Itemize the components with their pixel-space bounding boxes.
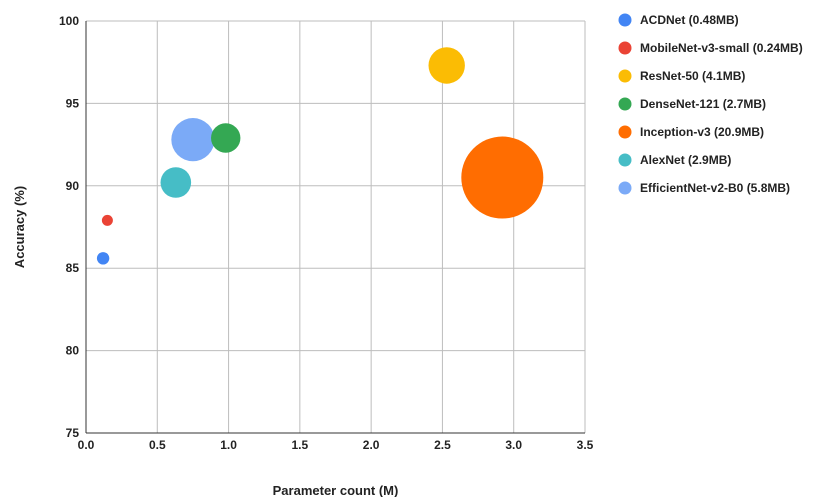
legend-label: DenseNet-121 (2.7MB) (640, 97, 766, 111)
legend: ACDNet (0.48MB) MobileNet-v3-small (0.24M… (618, 13, 803, 195)
bubble-point (461, 136, 544, 219)
tick-labels: 0.0 0.5 1.0 1.5 2.0 2.5 3.0 3.5 75 80 85 90 95 100 (59, 14, 594, 452)
legend-marker (618, 13, 632, 27)
grid-lines (86, 20, 586, 433)
bubble-point (160, 167, 192, 198)
axis-titles: Parameter count (M) Accuracy (%) (12, 186, 399, 498)
x-tick-label: 2.5 (434, 438, 451, 452)
legend-label: AlexNet (2.9MB) (640, 153, 731, 167)
legend-marker (618, 69, 632, 83)
bubble-point (96, 252, 110, 265)
legend-label: MobileNet-v3-small (0.24MB) (640, 41, 803, 55)
bubble-point (171, 118, 215, 162)
axes (85, 21, 585, 434)
y-tick-label: 100 (59, 14, 79, 28)
legend-marker (618, 181, 632, 195)
y-tick-label: 90 (66, 179, 80, 193)
bubbles (96, 47, 544, 265)
legend-marker (618, 97, 632, 111)
x-tick-label: 1.0 (220, 438, 237, 452)
bubble-point (101, 214, 113, 226)
x-tick-label: 3.0 (505, 438, 522, 452)
legend-marker (618, 125, 632, 139)
legend-label: ResNet-50 (4.1MB) (640, 69, 745, 83)
x-tick-label: 2.0 (363, 438, 380, 452)
y-axis-title: Accuracy (%) (12, 186, 27, 268)
x-axis-title: Parameter count (M) (273, 483, 399, 497)
x-tick-label: 1.5 (292, 438, 309, 452)
legend-label: EfficientNet-v2-B0 (5.8MB) (640, 181, 790, 195)
y-tick-label: 75 (66, 426, 80, 440)
bubble-point (428, 47, 465, 84)
y-tick-label: 80 (66, 344, 80, 358)
y-tick-label: 95 (66, 96, 80, 110)
legend-marker (618, 153, 632, 167)
legend-label: Inception-v3 (20.9MB) (640, 125, 764, 139)
x-tick-label: 0.0 (78, 438, 95, 452)
legend-label: ACDNet (0.48MB) (640, 13, 739, 27)
x-tick-label: 3.5 (577, 438, 594, 452)
x-tick-label: 0.5 (149, 438, 166, 452)
y-tick-label: 85 (66, 261, 80, 275)
legend-marker (618, 41, 632, 55)
bubble-point (211, 123, 241, 153)
